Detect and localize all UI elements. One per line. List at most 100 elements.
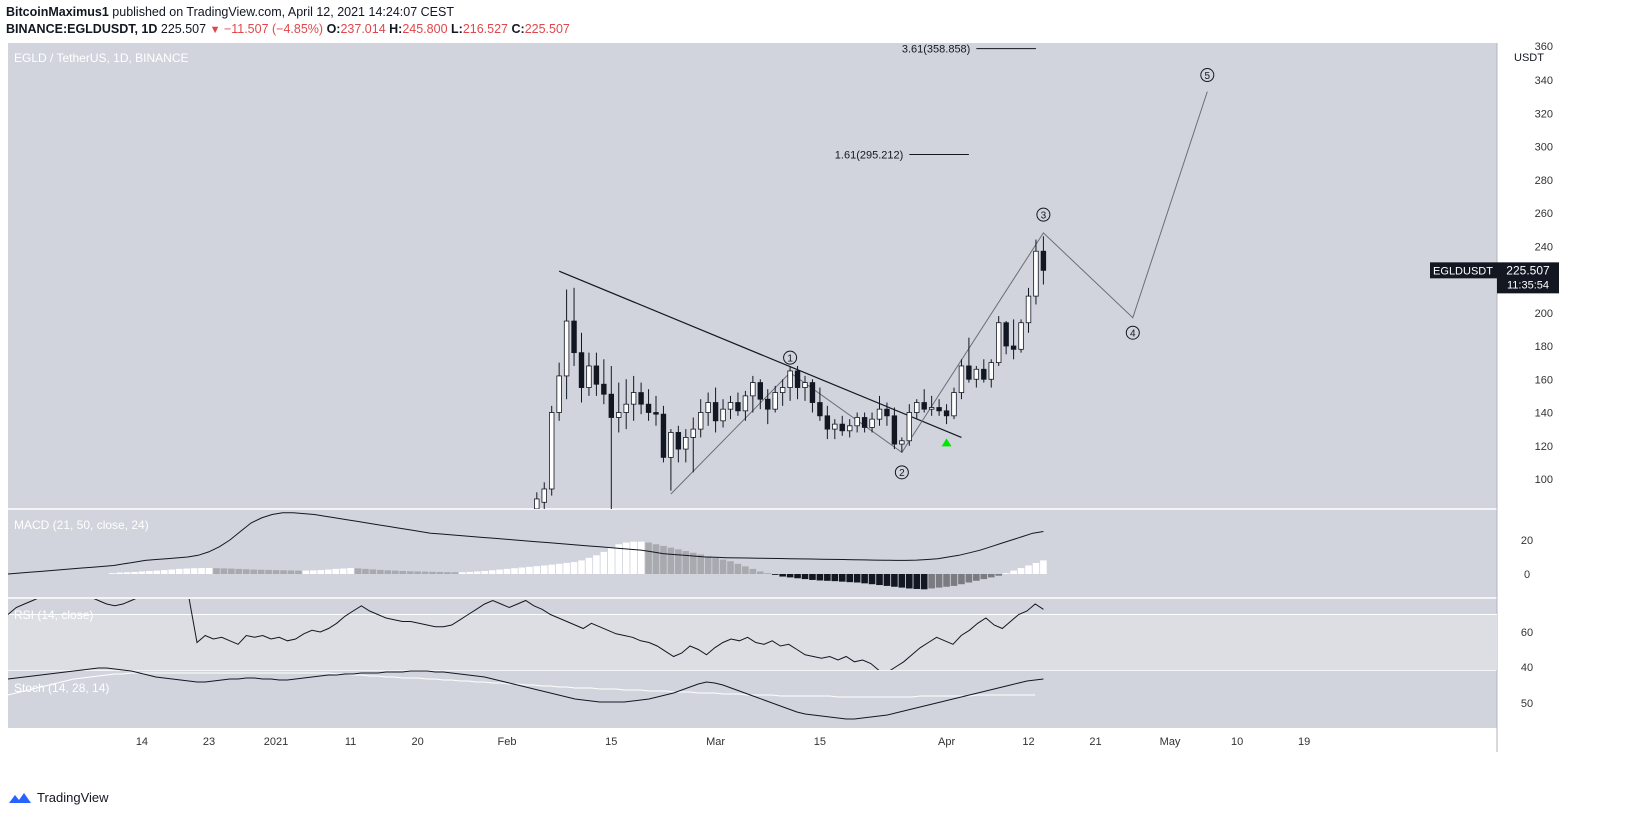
macd-histogram-bar	[347, 568, 354, 574]
wave-label-circle-2	[894, 465, 909, 480]
candle-body	[787, 370, 793, 388]
price-tick-240: 240	[1535, 241, 1553, 253]
macd-histogram-bar	[146, 570, 153, 574]
macd-histogram-bar	[250, 569, 257, 574]
wave-label-circle-1	[783, 350, 798, 365]
candle-body	[802, 382, 808, 388]
time-axis-background	[8, 728, 1497, 752]
macd-histogram-bar	[809, 574, 816, 580]
time-tick-12: 12	[1022, 736, 1034, 748]
candle-body	[720, 408, 726, 422]
macd-tick-20: 20	[1521, 535, 1533, 547]
macd-histogram-bar	[824, 574, 831, 581]
time-tick-11: 11	[345, 736, 356, 748]
stoch-d-line	[7, 672, 1036, 698]
candle	[973, 365, 980, 388]
last-price: 225.507	[160, 22, 207, 36]
close-value: 225.507	[524, 22, 570, 36]
candle	[660, 405, 667, 463]
macd-histogram-bar	[950, 574, 958, 586]
time-tick-May: May	[1160, 736, 1181, 748]
macd-histogram-bar	[1025, 565, 1032, 574]
change-value: −11.507 (−4.85%)	[223, 22, 324, 36]
candle-body	[861, 417, 868, 428]
candle	[891, 407, 898, 450]
price-tag-value: 225.507	[1506, 263, 1550, 277]
macd-histogram-bar	[563, 562, 570, 574]
price-tag-countdown: 11:35:54	[1507, 279, 1549, 291]
macd-histogram-bar	[533, 566, 541, 574]
candle-body	[668, 432, 674, 458]
time-tick-15: 15	[814, 736, 826, 748]
macd-histogram-bar	[287, 570, 295, 574]
macd-line	[7, 512, 1044, 575]
wave-label-2: 2	[899, 468, 905, 479]
candle	[765, 389, 771, 425]
macd-histogram-bar	[771, 574, 779, 575]
candle-body	[601, 383, 607, 395]
candle-body	[854, 417, 860, 427]
author-name[interactable]: BitcoinMaximus1	[6, 5, 109, 19]
candle-body	[645, 403, 652, 413]
candle	[951, 387, 957, 420]
macd-histogram-bar	[324, 569, 332, 574]
macd-histogram-bar	[1002, 573, 1010, 574]
candle	[601, 359, 607, 405]
macd-histogram-bar	[868, 574, 876, 585]
macd-histogram-bar	[228, 568, 235, 574]
macd-histogram-bar	[518, 567, 526, 574]
macd-histogram-bar	[987, 574, 995, 578]
macd-histogram-bar	[213, 568, 220, 574]
time-tick-Apr: Apr	[938, 736, 955, 748]
macd-histogram-bar	[414, 571, 421, 574]
macd-histogram-bar	[652, 544, 660, 574]
candle-body	[727, 402, 734, 410]
macd-histogram-bar	[123, 572, 131, 574]
macd-histogram-bar	[153, 570, 161, 574]
candle	[653, 395, 659, 426]
price-tick-280: 280	[1535, 175, 1553, 187]
candle	[921, 389, 927, 413]
macd-histogram-bar	[697, 554, 704, 574]
publish-line: BitcoinMaximus1 published on TradingView…	[6, 5, 454, 19]
wave-label-5: 5	[1205, 71, 1211, 82]
candle	[943, 404, 950, 425]
macd-histogram-bar	[958, 574, 965, 585]
macd-histogram-bar	[600, 551, 608, 574]
candle	[936, 399, 942, 416]
macd-histogram-bar	[801, 574, 809, 580]
price-tick-top: 360	[1535, 41, 1553, 53]
footer-brand[interactable]: TradingView	[37, 790, 109, 805]
candle-body	[839, 423, 845, 432]
candle	[705, 392, 711, 426]
candle	[534, 492, 540, 509]
candle-body	[914, 402, 920, 413]
macd-histogram-bar	[198, 568, 205, 574]
macd-histogram-bar	[384, 570, 392, 574]
macd-histogram-bar	[608, 547, 615, 574]
macd-histogram-bar	[853, 574, 861, 583]
time-tick-10: 10	[1231, 736, 1243, 748]
candle-body	[705, 402, 711, 413]
candle-body	[742, 395, 749, 412]
candle-body	[556, 375, 562, 413]
candle-body	[1025, 295, 1032, 324]
candle-body	[1033, 250, 1039, 297]
macd-histogram-bar	[883, 574, 891, 586]
candle	[616, 382, 622, 433]
macd-histogram-bar	[183, 568, 190, 574]
macd-histogram-bar	[429, 571, 436, 574]
macd-histogram-bar	[928, 574, 935, 589]
macd-title: MACD (21, 50, close, 24)	[14, 518, 149, 532]
macd-histogram-bar	[548, 564, 555, 574]
candle-body	[712, 402, 719, 422]
candle	[787, 365, 793, 401]
macd-histogram-bar	[727, 561, 734, 574]
macd-histogram-bar	[511, 568, 518, 574]
candle	[757, 379, 763, 410]
macd-histogram-bar	[846, 574, 853, 583]
macd-histogram-bar	[712, 557, 719, 574]
rsi-tick-60: 60	[1521, 627, 1533, 639]
macd-histogram-bar	[391, 570, 399, 574]
